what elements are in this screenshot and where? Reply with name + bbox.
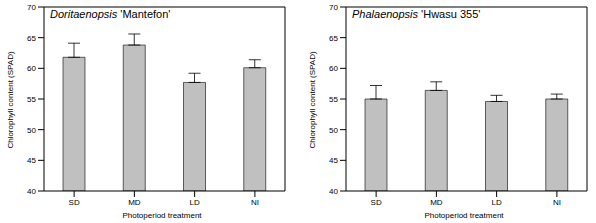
svg-text:55: 55 — [329, 95, 338, 104]
html-text:Chlorophyll content (SPAD): Chlorophyll content (SPAD) — [307, 51, 317, 149]
svg-text:50: 50 — [329, 126, 338, 135]
svg-text:45: 45 — [329, 156, 338, 165]
html-text:Photoperiod treatment: Photoperiod treatment — [424, 211, 504, 220]
svg-text:MD: MD — [430, 198, 443, 207]
svg-text:70: 70 — [27, 3, 36, 12]
html-text:Chlorophyll content (SPAD): Chlorophyll content (SPAD) — [5, 51, 15, 149]
svg-text:65: 65 — [27, 34, 36, 43]
html-text:Doritaenopsis 'Mantefon': Doritaenopsis 'Mantefon' — [50, 8, 171, 20]
html-text:Photoperiod treatment: Photoperiod treatment — [122, 211, 202, 220]
svg-text:40: 40 — [329, 187, 338, 196]
svg-text:LD: LD — [492, 198, 502, 207]
svg-text:65: 65 — [329, 34, 338, 43]
svg-text:MD: MD — [128, 198, 141, 207]
svg-text:45: 45 — [27, 156, 36, 165]
svg-text:55: 55 — [27, 95, 36, 104]
svg-text:LD: LD — [190, 198, 200, 207]
svg-text:60: 60 — [329, 64, 338, 73]
svg-text:60: 60 — [27, 64, 36, 73]
svg-text:50: 50 — [27, 126, 36, 135]
svg-text:SD: SD — [371, 198, 382, 207]
svg-text:NI: NI — [251, 198, 259, 207]
html-text:Phalaenopsis 'Hwasu 355': Phalaenopsis 'Hwasu 355' — [352, 8, 481, 20]
svg-text:40: 40 — [27, 187, 36, 196]
svg-text:NI: NI — [553, 198, 561, 207]
svg-text:70: 70 — [329, 3, 338, 12]
svg-text:SD: SD — [69, 198, 80, 207]
